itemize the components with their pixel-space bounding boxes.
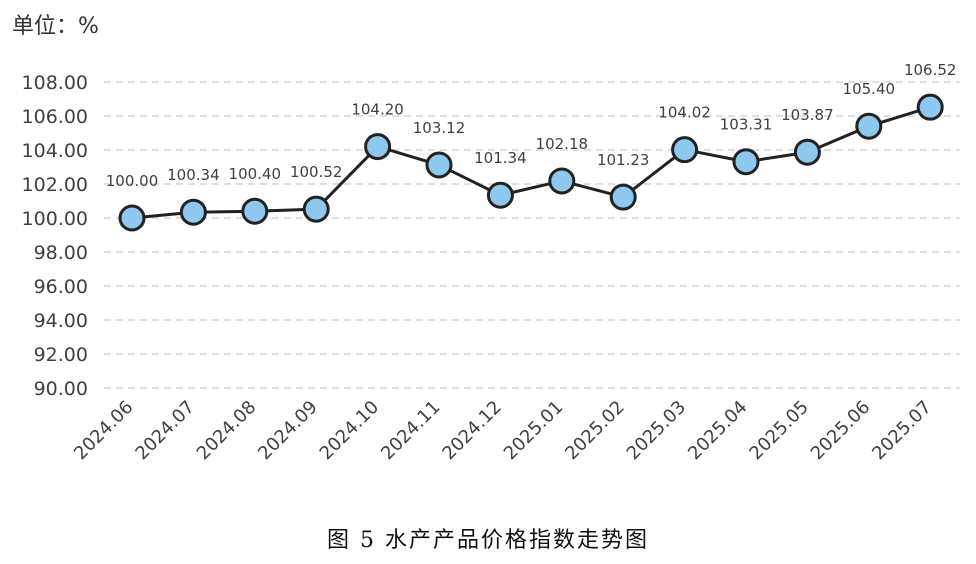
data-label: 100.00: [106, 172, 159, 190]
data-label: 101.23: [597, 151, 650, 169]
y-tick-label: 104.00: [22, 140, 88, 162]
line-chart: 90.00 92.00 94.00 96.00 98.00 100.00 102.00 104…: [22, 61, 960, 464]
data-point: [793, 138, 821, 166]
data-label: 103.87: [781, 106, 834, 124]
data-label: 105.40: [843, 80, 896, 98]
y-tick-label: 100.00: [22, 208, 88, 230]
x-tick-label: 2024.08: [193, 397, 260, 464]
y-tick-label: 108.00: [22, 72, 88, 94]
x-tick-label: 2025.01: [500, 397, 567, 464]
data-point: [916, 93, 944, 121]
x-tick-label: 2024.07: [131, 397, 198, 464]
y-axis-ticks: 90.00 92.00 94.00 96.00 98.00 100.00 102.00 104…: [22, 72, 88, 400]
y-tick-label: 96.00: [34, 276, 88, 298]
x-tick-label: 2024.11: [377, 397, 444, 464]
data-point: [486, 181, 514, 209]
unit-label: 单位：%: [12, 14, 99, 39]
data-point: [179, 198, 207, 226]
grid-lines: [104, 81, 960, 389]
x-tick-label: 2025.06: [807, 397, 874, 464]
data-labels: 100.00 100.34 100.40 100.52 104.20 103.12 101.…: [106, 61, 957, 190]
y-tick-label: 102.00: [22, 174, 88, 196]
data-label: 102.18: [536, 135, 589, 153]
figure-caption: 图 5 水产产品价格指数走势图: [327, 528, 649, 553]
data-label: 101.34: [474, 149, 527, 167]
data-label: 106.52: [904, 61, 957, 79]
y-tick-label: 90.00: [34, 378, 88, 400]
data-point: [118, 204, 146, 232]
data-label: 103.31: [720, 116, 773, 134]
data-point: [241, 197, 269, 225]
x-tick-label: 2024.12: [438, 397, 505, 464]
x-tick-label: 2024.09: [254, 397, 321, 464]
data-point: [855, 112, 883, 140]
data-point: [671, 136, 699, 164]
x-tick-label: 2024.10: [316, 397, 383, 464]
x-tick-label: 2025.02: [561, 397, 628, 464]
x-tick-label: 2025.03: [623, 397, 690, 464]
y-tick-label: 94.00: [34, 310, 88, 332]
data-point: [732, 148, 760, 176]
data-label: 100.52: [290, 163, 343, 181]
y-tick-label: 92.00: [34, 344, 88, 366]
x-tick-label: 2025.04: [684, 397, 751, 464]
series-markers: [118, 93, 944, 232]
data-label: 104.02: [658, 104, 711, 122]
data-point: [302, 195, 330, 223]
data-label: 100.40: [229, 165, 282, 183]
data-point: [609, 183, 637, 211]
x-tick-label: 2024.06: [70, 397, 137, 464]
y-tick-label: 98.00: [34, 242, 88, 264]
data-point: [425, 151, 453, 179]
x-axis-ticks: 2024.062024.072024.082024.092024.102024.…: [70, 397, 936, 464]
data-label: 103.12: [413, 119, 466, 137]
data-label: 104.20: [351, 101, 404, 119]
y-tick-label: 106.00: [22, 106, 88, 128]
x-tick-label: 2025.05: [745, 397, 812, 464]
data-point: [364, 133, 392, 161]
data-point: [548, 167, 576, 195]
x-tick-label: 2025.07: [868, 397, 935, 464]
data-label: 100.34: [167, 166, 220, 184]
